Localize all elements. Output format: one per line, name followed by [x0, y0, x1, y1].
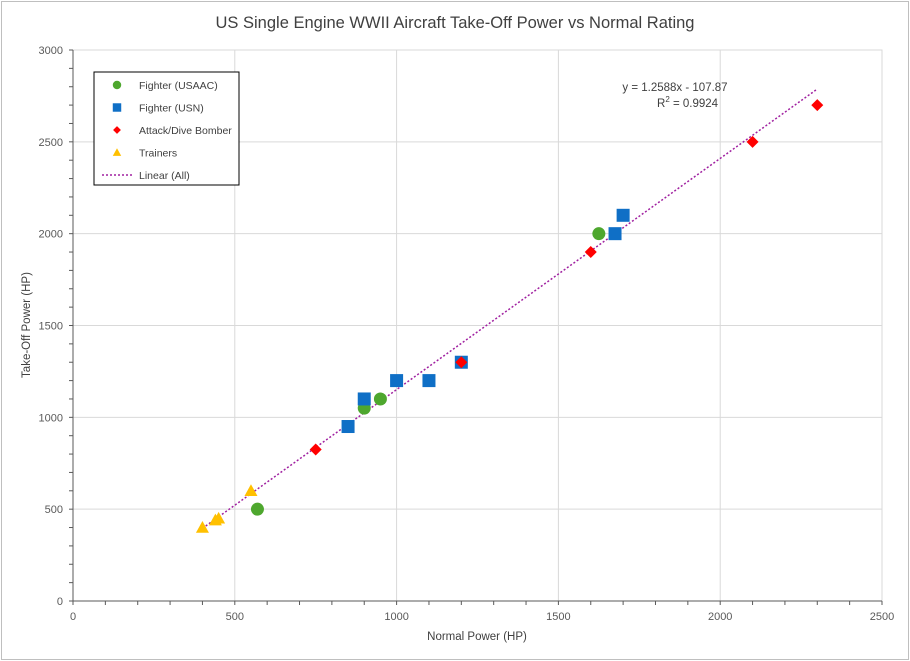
legend-label-attack-dive-bomber: Attack/Dive Bomber	[139, 125, 232, 137]
legend-label-fighter-usaac: Fighter (USAAC)	[139, 80, 218, 92]
y-tick-label: 500	[45, 504, 63, 516]
legend-marker-fighter-usn	[112, 103, 122, 112]
x-tick-label: 1000	[384, 611, 408, 623]
point-fighter-usaac	[373, 392, 387, 406]
y-tick-label: 3000	[39, 45, 63, 57]
y-tick-label: 1500	[39, 321, 63, 333]
y-tick-label: 2500	[39, 137, 63, 149]
legend-label-fighter-usn: Fighter (USN)	[139, 103, 204, 115]
point-fighter-usn	[357, 392, 371, 406]
legend-swatch-attack-dive-bomber	[113, 126, 121, 134]
legend-marker-fighter-usaac	[112, 80, 122, 90]
x-tick-label: 1500	[546, 611, 570, 623]
y-tick-label: 2000	[39, 229, 63, 241]
x-axis-label: Normal Power (HP)	[427, 631, 527, 643]
point-attack-dive-bomber	[746, 135, 759, 148]
y-tick-label: 1000	[39, 412, 63, 424]
legend-marker-attack-dive-bomber	[113, 126, 121, 134]
axis-layer: 0 500 1000 1500 2000 2500 0 500 1000 1500 2000 2500…	[39, 45, 895, 623]
marker-layer	[195, 99, 824, 533]
trendline	[202, 88, 818, 529]
point-trainers	[244, 484, 258, 496]
legend-items: Fighter (USAAC) Fighter (USN) Attack/Dive …	[102, 80, 232, 182]
x-tick-label: 2000	[708, 611, 732, 623]
y-axis-label: Take-Off Power (HP)	[21, 272, 33, 378]
legend: Fighter (USAAC) Fighter (USN) Attack/Dive …	[93, 71, 240, 186]
legend-marker-trainers	[112, 148, 122, 156]
point-attack-dive-bomber	[584, 246, 597, 259]
r-squared-exponent: 2	[665, 95, 670, 104]
point-attack-dive-bomber	[811, 99, 824, 112]
legend-swatch-fighter-usaac	[112, 80, 122, 90]
x-tick-label: 0	[70, 611, 76, 623]
chart-title: US Single Engine WWII Aircraft Take-Off …	[216, 14, 695, 32]
point-fighter-usaac	[592, 227, 606, 241]
trendline-equation: y = 1.2588x - 107.87 R2 = 0.9924	[622, 82, 727, 110]
y-tick-label: 0	[57, 596, 63, 608]
trendline-layer	[202, 88, 818, 529]
x-tick-label: 2500	[870, 611, 894, 623]
point-fighter-usaac	[250, 502, 264, 516]
point-fighter-usn	[608, 227, 622, 241]
r-squared-text: R2 = 0.9924	[657, 95, 719, 110]
point-fighter-usn	[616, 208, 630, 222]
point-trainers	[195, 521, 209, 533]
legend-label-linear-all: Linear (All)	[139, 170, 190, 182]
x-tick-label: 500	[226, 611, 244, 623]
point-attack-dive-bomber	[455, 356, 468, 369]
legend-swatch-trainers	[112, 148, 122, 156]
point-fighter-usn	[341, 420, 355, 434]
legend-swatch-fighter-usn	[112, 103, 122, 112]
r-squared-value: = 0.9924	[670, 98, 719, 110]
r-squared-prefix: R	[657, 98, 665, 110]
point-trainers	[212, 511, 226, 524]
point-fighter-usn	[390, 374, 404, 388]
legend-label-trainers: Trainers	[139, 148, 177, 160]
point-attack-dive-bomber	[309, 443, 322, 456]
equation-text: y = 1.2588x - 107.87	[622, 82, 727, 94]
point-fighter-usn	[422, 374, 436, 388]
